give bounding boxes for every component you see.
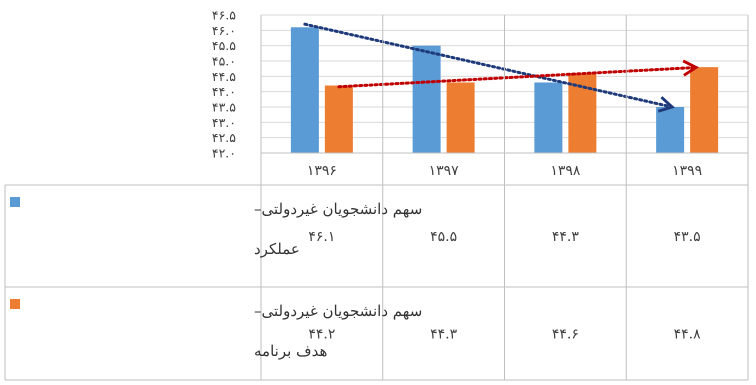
- y-tick-label: ۴۲.۵: [212, 130, 236, 145]
- bar-target: [690, 67, 719, 153]
- x-tick-label: ۱۳۹۶: [307, 163, 337, 179]
- bar-performance: [656, 107, 685, 153]
- bar-target: [324, 85, 353, 153]
- bar-performance: [534, 82, 563, 153]
- bar-target: [568, 73, 597, 153]
- bar-target: [446, 82, 475, 153]
- series-label-line2: هدف برنامه: [254, 342, 327, 360]
- x-tick-label: ۱۳۹۹: [672, 163, 702, 179]
- table-cell-value: ۴۵.۵: [430, 229, 457, 245]
- series-label-line2: عملکرد: [254, 240, 300, 258]
- table-cell-value: ۴۴.۶: [552, 327, 579, 343]
- y-tick-label: ۴۴.۵: [212, 69, 236, 84]
- bar-performance: [290, 27, 319, 154]
- y-tick-label: ۴۶.۵: [212, 8, 236, 23]
- series-label-line1: سهم دانشجویان غیردولتی–: [254, 200, 422, 218]
- y-tick-label: ۴۲.۰: [212, 146, 236, 161]
- legend-swatch: [10, 197, 20, 207]
- legend-swatch: [10, 299, 20, 309]
- y-tick-label: ۴۳.۵: [212, 100, 236, 115]
- table-cell-value: ۴۶.۱: [308, 229, 335, 245]
- x-tick-label: ۱۳۹۸: [550, 163, 581, 179]
- table-cell-value: ۴۳.۵: [674, 229, 701, 245]
- series-label-line1: سهم دانشجویان غیردولتی–: [254, 302, 422, 320]
- y-tick-label: ۴۴.۰: [212, 84, 236, 99]
- bar-performance: [412, 45, 441, 153]
- table-cell-value: ۴۴.۳: [430, 327, 457, 343]
- trendline-target: [337, 59, 700, 89]
- y-tick-label: ۴۵.۵: [212, 38, 236, 53]
- table-cell-value: ۴۴.۳: [552, 229, 579, 245]
- trendline-performance: [303, 22, 675, 113]
- table-cell-value: ۴۴.۲: [308, 327, 335, 343]
- y-tick-label: ۴۵.۰: [212, 54, 236, 69]
- y-tick-label: ۴۶.۰: [212, 23, 236, 38]
- y-tick-label: ۴۳.۰: [212, 115, 236, 130]
- x-tick-label: ۱۳۹۷: [429, 163, 460, 179]
- table-cell-value: ۴۴.۸: [674, 327, 701, 343]
